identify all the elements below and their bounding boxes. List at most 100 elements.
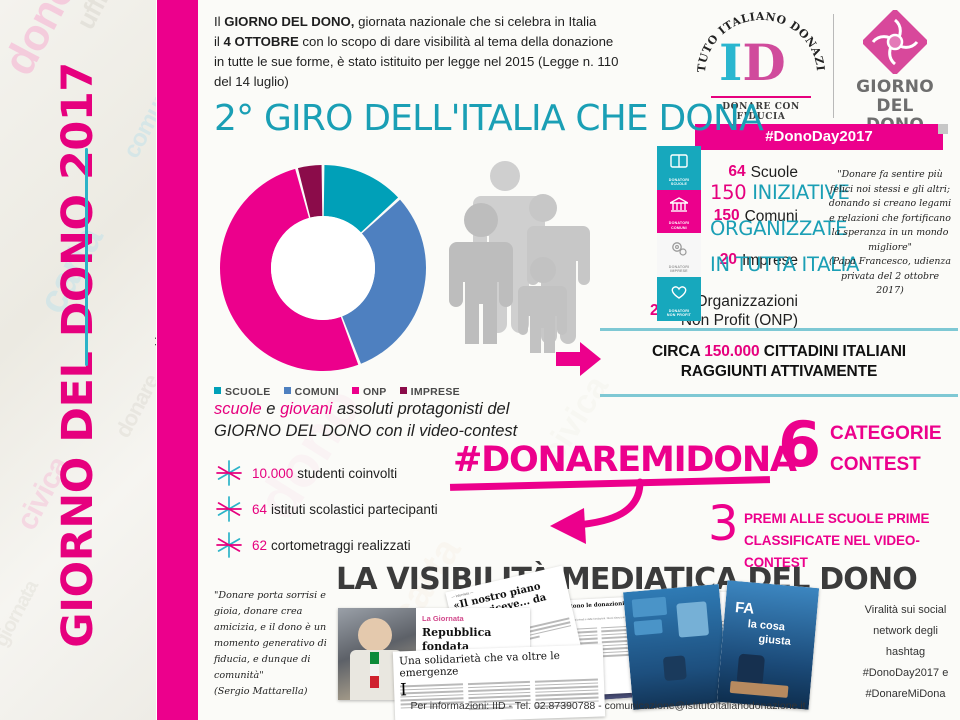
circa-block: CIRCA 150.000 CITTADINI ITALIANI RAGGIUN… [600,342,958,382]
premi-l2: CLASSIFICATE NEL VIDEO-CONTEST [744,533,920,570]
gears-icon [672,242,687,256]
book-icon [670,154,688,168]
hashtag-banner: #DonoDay2017 [695,124,943,150]
clip-headline-1: Repubblica [422,626,492,639]
gdd-line1: GIORNO [856,77,934,97]
bullet-number: 64 [252,501,268,517]
donut-slice-scuole [323,165,399,233]
iid-letters: ID [719,38,786,88]
asterisk-star-icon [214,530,244,560]
legend-item-comuni: COMUNI [283,386,339,398]
premi-labels: PREMI ALLE SCUOLE PRIME CLASSIFICATE NEL… [744,508,960,574]
circa-rule-bottom [600,394,958,397]
iniziative-line3: IN TUTTA ITALIA [710,253,860,276]
intro-l4: del 14 luglio) [214,74,289,89]
stat-label: Imprese [742,251,798,269]
powered-by-label: powered by [152,325,157,394]
stat-label: Comuni [744,207,798,225]
diamond-flower-icon [861,8,929,76]
clip-kicker: La Giornata [422,614,464,623]
premi-l1: PREMI ALLE SCUOLE PRIME [744,511,930,526]
categorie-labels: CATEGORIE CONTEST [830,418,942,480]
clipping-tv-show [623,584,729,710]
bullet-item: 64 istituti scolastici partecipanti [214,491,544,527]
hashtag-banner-label: #DonoDay2017 [765,128,873,145]
intro-l1c: giornata nazionale che si celebra in Ita… [354,14,597,29]
donut-chart-svg [220,165,426,371]
viralita-l1: Viralità sui social [864,604,947,616]
viralita-l2: network degli [873,625,938,637]
title-divider [85,148,88,366]
quote-papa-attribution: (Papa Francesco, udienza privata del 2 o… [829,256,951,296]
sg-rest: assoluti protagonisti del [332,400,510,418]
stat-row-scuole: 64 Scuole [528,150,798,194]
legend-item-onp: ONP [351,386,387,398]
iid-letter-i: I [719,33,743,92]
bullet-text: studenti coinvolti [297,465,398,481]
donor-box-caption: DONATORI SCUOLE [668,177,690,187]
categorie-l1: CATEGORIE [830,423,942,444]
quote-mattarella-text: "Donare porta sorrisi e gioia, donare cr… [214,590,327,681]
vertical-title-group: GIORNO DEL DONO 2017 powered by ISTITUTO… [0,0,156,720]
viralita-l4: #DonoDay2017 e [862,667,949,679]
donor-box-scuole: DONATORI SCUOLE [657,146,701,190]
legend-swatch [214,387,221,394]
sg-line2: GIORNO DEL DONO con il video-contest [214,422,518,440]
donor-box-caption: DONATORI IMPRESE [668,264,690,274]
circa-word1: CIRCA [651,343,705,360]
bullet-item: 62 cortometraggi realizzati [214,527,544,563]
donor-box-caption: DONATORI COMUNI [668,221,690,230]
logo-block: ISTITUTO ITALIANO DONAZIONE ID DONARE CO… [693,6,948,158]
left-sidebar-band: dono carta ufficiale civica donare comun… [0,0,156,720]
iid-tagline: DONARE CON FIDUCIA [722,102,800,122]
intro-paragraph: Il GIORNO DEL DONO, giornata nazionale c… [214,12,694,92]
donor-icon-strip: DONATORI SCUOLE DONATORI COMUNI DONATORI IMPR… [657,146,701,321]
heart-icon [671,286,687,299]
pink-accent-stripe [157,0,198,720]
quote-papa-text: "Donare fa sentire più felici noi stessi… [828,169,952,253]
intro-l2b: 4 OTTOBRE [223,34,299,49]
scuole-giovani-text: scuole e giovani assoluti protagonisti d… [214,398,544,442]
bullet-list: 10.000 studenti coinvolti 64 istituti scola… [214,455,544,563]
donut-chart [208,150,438,390]
bank-icon [670,196,688,212]
donut-slice-onp [220,168,359,371]
intro-l3: in tutte le sue forme, è stato istituito… [214,54,619,69]
quote-papa-francesco: "Donare fa sentire più felici noi stessi… [826,168,954,299]
viralita-l3: hashtag [885,646,926,658]
iid-arc-text-icon: ISTITUTO ITALIANO DONAZIONE [697,8,825,73]
stat-number: 150 [713,207,740,224]
bullet-text: cortometraggi realizzati [271,537,411,553]
iniziative-number: 150 [710,181,747,204]
donor-box-imprese: DONATORI IMPRESE [657,233,701,278]
bullet-item: 10.000 studenti coinvolti [214,455,544,491]
bullet-number: 62 [252,537,268,553]
iid-letter-d: D [742,33,786,92]
donut-slice-comuni [342,199,426,364]
viralita-l5: #DonareMiDona [865,688,946,700]
intro-l2a: il [214,34,224,49]
legend-swatch [351,387,359,394]
bullet-number: 10.000 [252,465,294,481]
circa-line2: RAGGIUNTI ATTIVAMENTE [680,363,878,380]
iid-logo: ISTITUTO ITALIANO DONAZIONE ID DONARE CO… [697,8,825,122]
asterisk-star-icon [214,494,244,524]
circa-number: 150.000 [704,343,760,360]
categorie-l2: CONTEST [830,454,921,475]
pink-arrow-right-icon [556,342,601,376]
main-content: dono carta civica Il GIORNO DEL DONO, gi… [198,0,960,720]
footer-contact: Per informazioni: IID - Tel. 02.87390788… [410,700,806,712]
stat-row-comuni: 150 Comuni [528,194,798,238]
viralita-block: Viralità sui social network degli hashta… [853,600,958,705]
stat-row-organizzazioni: 250OrganizzazioniNon Profit (ONP) [528,282,798,340]
iniziative-line2: ORGANIZZATE [710,217,848,240]
stat-label: Organizzazioni Non Profit (ONP) [680,293,798,329]
people-silhouettes-icon [443,158,593,354]
donor-box-caption: DONATORI NON PROFIT [666,308,692,318]
logo-separator [833,14,834,118]
legend-swatch [399,387,407,394]
curved-arrow-icon [528,478,658,548]
chart-legend: SCUOLE COMUNI ONP IMPRESE [214,386,473,398]
hashtag-donaremidona: #DONAREMIDONA [453,440,797,480]
